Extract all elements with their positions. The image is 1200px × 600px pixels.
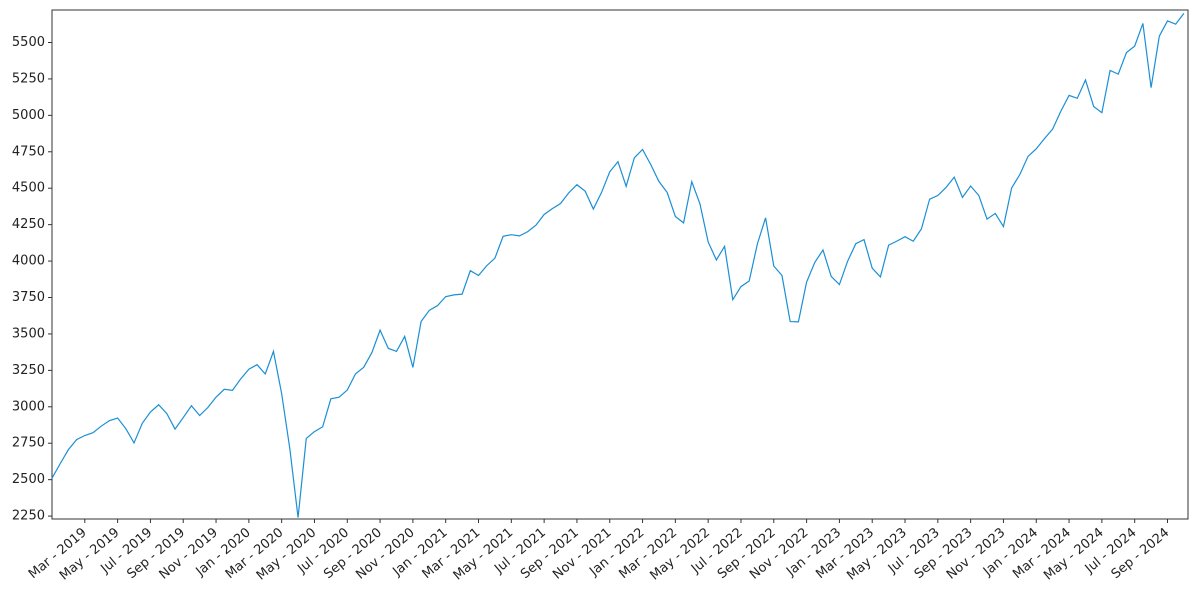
plot-frame [51,9,1189,520]
y-tick-label: 4000 [12,254,45,269]
y-tick-label: 2500 [12,472,45,487]
y-tick-label: 5500 [12,35,45,50]
y-tick-label: 4750 [12,144,45,159]
y-tick-label: 3750 [12,290,45,305]
y-tick-label: 2750 [12,436,45,451]
y-tick-label: 3500 [12,326,45,341]
y-tick-label: 4250 [12,217,45,232]
price-line [51,12,1185,518]
y-tick-label: 4500 [12,181,45,196]
y-tick-label: 3250 [12,363,45,378]
y-tick-label: 3000 [12,399,45,414]
y-tick-label: 5250 [12,71,45,86]
y-tick-label: 5000 [12,108,45,123]
y-tick-label: 2250 [12,509,45,524]
